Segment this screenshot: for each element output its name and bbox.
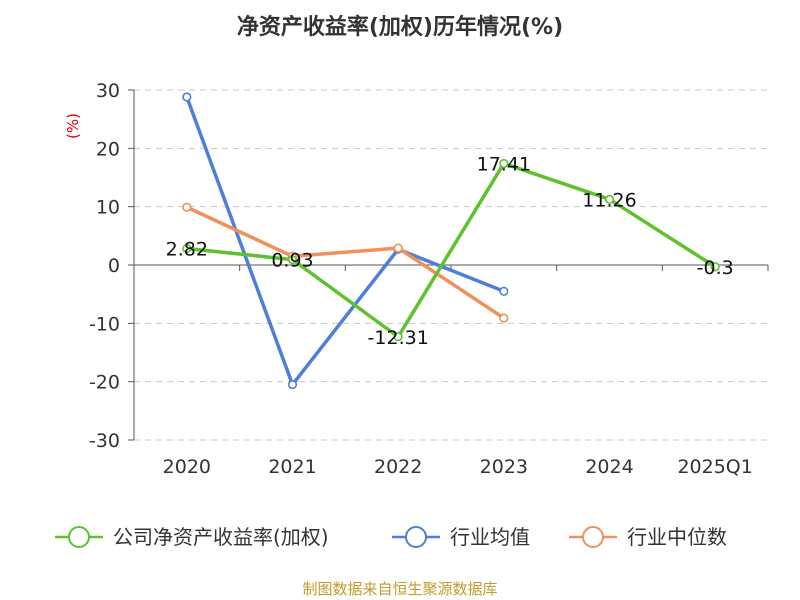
data-label: -0.3: [697, 257, 734, 279]
series-line-1: [185, 96, 505, 387]
data-label: 17.41: [477, 153, 531, 175]
x-tick-label: 2023: [480, 456, 528, 478]
x-tick-label: 2024: [585, 456, 633, 478]
data-source: 制图数据来自恒生聚源数据库: [302, 580, 497, 598]
y-tick-label: 10: [96, 197, 120, 219]
x-tick-label: 2021: [268, 456, 316, 478]
legend-marker-0: [68, 526, 90, 548]
y-tick-label: 30: [96, 80, 120, 102]
data-point-s2-0: [182, 202, 192, 212]
y-tick-label: -10: [89, 313, 120, 335]
x-tick-label: 2025Q1: [677, 456, 752, 478]
data-point-s0-5: [710, 262, 720, 272]
data-point-s0-1: [287, 254, 298, 265]
legend-label-2: 行业中位数: [627, 525, 727, 549]
data-point-s0-4: [604, 194, 615, 204]
x-tick-label: 2022: [374, 456, 422, 478]
data-label: 0.93: [271, 250, 313, 272]
data-point-s2-3: [499, 313, 509, 323]
legend-label-1: 行业均值: [450, 525, 530, 549]
chart-title: 净资产收益率(加权)历年情况(%): [237, 14, 563, 40]
data-label: -12.31: [368, 327, 429, 349]
data-point-s0-3: [499, 158, 509, 169]
data-label: 11.26: [582, 189, 636, 211]
data-point-s1-0: [182, 92, 192, 102]
data-point-s1-1: [287, 379, 298, 390]
series-line-2: [186, 205, 505, 320]
y-tick-label: -30: [89, 430, 120, 452]
y-tick-label: 0: [108, 255, 120, 277]
legend-marker-2: [582, 526, 604, 548]
data-point-s1-3: [499, 286, 509, 296]
legend-label-0: 公司净资产收益率(加权): [113, 525, 329, 549]
data-point-s0-2: [393, 332, 403, 342]
x-tick-label: 2020: [163, 456, 211, 478]
legend-marker-1: [405, 526, 427, 548]
series-line-0: [186, 161, 717, 339]
y-axis-unit: (%): [64, 113, 82, 139]
y-tick-label: 20: [96, 138, 120, 160]
data-label: 2.82: [166, 239, 208, 261]
y-tick-label: -20: [89, 372, 120, 394]
data-point-s0-0: [182, 243, 192, 254]
data-point-s2-2: [393, 243, 403, 253]
